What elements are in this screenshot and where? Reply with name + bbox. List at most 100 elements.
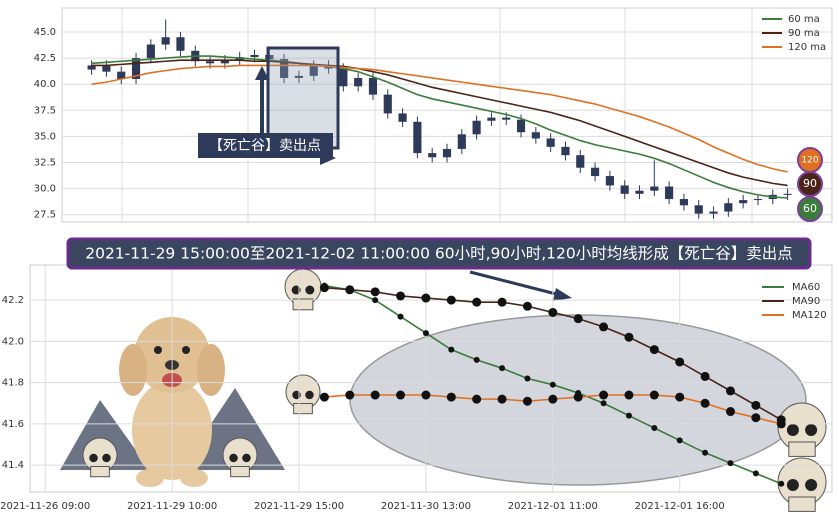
candle-body xyxy=(487,117,496,121)
candle-body xyxy=(398,113,407,122)
top-v-grid xyxy=(121,8,753,222)
ma-marker xyxy=(776,419,786,429)
candle-body xyxy=(546,138,555,147)
x-tick-label: 2021-11-30 13:00 xyxy=(381,501,471,512)
y-tick-label: 40.0 xyxy=(34,79,56,90)
y-tick-label: 45.0 xyxy=(34,27,56,38)
candle-body xyxy=(635,190,644,194)
x-tick-label: 2021-11-29 10:00 xyxy=(127,501,217,512)
ma-marker xyxy=(472,394,482,404)
skull-eye xyxy=(102,453,111,463)
y-tick-label: 42.0 xyxy=(2,336,24,347)
candle-body xyxy=(250,54,259,58)
candle-body xyxy=(131,58,141,79)
ma-marker xyxy=(700,398,710,408)
ma-marker xyxy=(624,390,634,400)
ma-marker xyxy=(600,400,607,407)
ma-marker xyxy=(675,357,685,367)
ma-marker xyxy=(446,295,456,305)
candle-body xyxy=(709,211,718,214)
ma-marker xyxy=(522,396,532,406)
candle-body xyxy=(102,65,111,72)
skull-jaw xyxy=(90,466,110,478)
candle-body xyxy=(280,59,289,78)
ma-marker xyxy=(473,356,480,363)
candle-body xyxy=(605,176,614,186)
ma-marker xyxy=(396,390,406,400)
ma-marker xyxy=(727,460,734,467)
candle-body xyxy=(650,186,659,191)
legend-label: 120 ma xyxy=(788,42,826,53)
y-tick-label: 41.6 xyxy=(2,419,24,430)
skull-jaw xyxy=(788,496,816,512)
candle-body xyxy=(516,119,526,133)
candle-body xyxy=(176,37,185,51)
ma-line xyxy=(91,59,788,187)
ma-marker xyxy=(319,283,329,293)
x-tick-label: 2021-11-26 09:00 xyxy=(0,501,90,512)
ma-marker xyxy=(446,392,456,402)
candle-body xyxy=(442,148,452,158)
ma-marker xyxy=(651,425,658,432)
candle-body xyxy=(561,146,570,156)
ma-line xyxy=(91,55,788,199)
ma-marker xyxy=(372,297,379,304)
ma-marker xyxy=(370,390,380,400)
candle-body xyxy=(309,65,318,76)
candle-body xyxy=(354,77,363,87)
annotation: 【死亡谷】卖出点 xyxy=(209,138,321,154)
y-tick-label: 41.8 xyxy=(2,378,24,389)
candle-body xyxy=(294,75,303,78)
x-tick-label: 2021-11-29 15:00 xyxy=(254,501,344,512)
ma-marker xyxy=(649,390,659,400)
banner xyxy=(66,237,812,270)
ma-marker xyxy=(778,480,785,487)
candle-body xyxy=(472,120,481,135)
skull-eye xyxy=(805,424,818,436)
annotation-arrow-head xyxy=(255,66,269,80)
candle-body xyxy=(413,121,422,154)
ma-marker xyxy=(319,392,329,402)
ma-marker xyxy=(599,390,609,400)
skull-eye xyxy=(786,424,799,436)
ma-marker xyxy=(472,297,482,307)
skull-jaw xyxy=(292,298,314,311)
y-tick-label: 41.4 xyxy=(2,460,24,471)
candle-body xyxy=(665,186,674,200)
ma-marker xyxy=(422,330,429,337)
ma-marker xyxy=(624,332,634,342)
ma-marker xyxy=(345,390,355,400)
ma-marker xyxy=(549,381,556,388)
ma-marker xyxy=(448,346,455,353)
ma-marker xyxy=(522,301,532,311)
candle-body xyxy=(383,94,392,114)
ma-marker xyxy=(499,365,506,372)
skull-eye xyxy=(305,390,314,400)
end-badge-label: 120 xyxy=(801,156,818,166)
ma-marker xyxy=(370,287,380,297)
candle-body xyxy=(428,153,437,158)
legend-label: MA60 xyxy=(792,282,820,293)
annotation-box xyxy=(198,133,333,158)
skull-jaw xyxy=(788,441,816,457)
ma-marker xyxy=(421,390,431,400)
candle-body xyxy=(679,199,688,206)
ma-marker xyxy=(725,407,735,417)
candle-body xyxy=(576,155,585,168)
ma-marker xyxy=(675,392,685,402)
skull-jaw xyxy=(230,466,250,478)
skull-jaw xyxy=(293,403,313,415)
ma-marker xyxy=(548,307,558,317)
banner-arrow xyxy=(469,270,561,297)
x-tick-label: 2021-12-01 11:00 xyxy=(508,501,598,512)
ma-marker xyxy=(599,322,609,332)
candle-body xyxy=(591,167,600,177)
top-plot-frame xyxy=(61,7,833,223)
candle-body xyxy=(146,44,155,59)
ma-marker xyxy=(573,392,583,402)
skull-eye xyxy=(242,453,251,463)
end-badge-label: 60 xyxy=(803,202,817,215)
skull-eye xyxy=(786,479,799,491)
y-tick-label: 42.2 xyxy=(2,295,24,306)
end-badge xyxy=(797,147,823,173)
